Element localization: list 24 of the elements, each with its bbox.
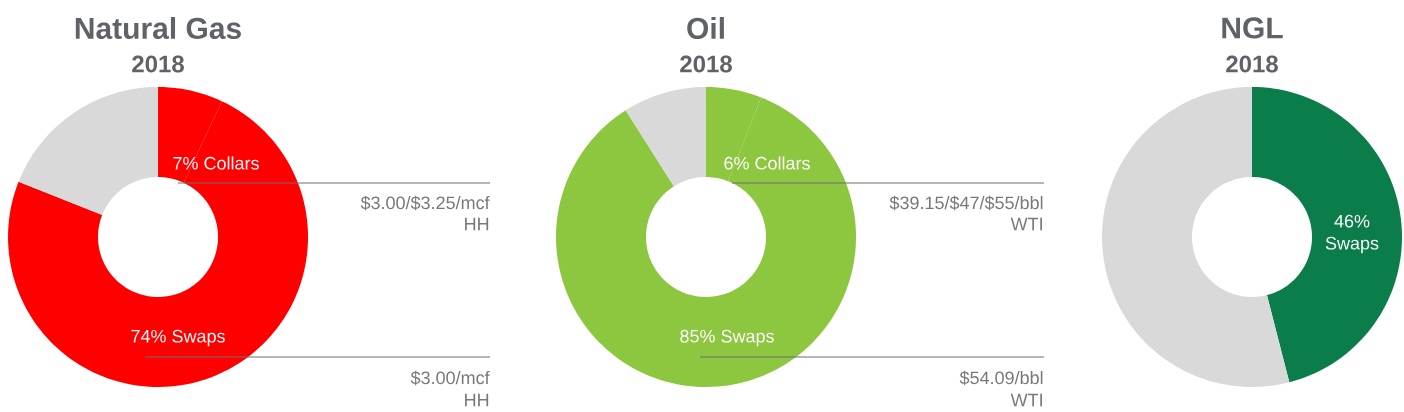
data-label: 85% [680, 329, 715, 343]
text: WTI [1010, 217, 1042, 231]
text: $3.00/$3.25/mcf [360, 195, 490, 211]
chart-subtitle: 2018 [132, 55, 184, 73]
slice-label: Swaps [1325, 236, 1379, 254]
chart-title: Natural Gas [75, 16, 241, 39]
text: HH [465, 393, 489, 407]
slice-label: Swaps [172, 329, 225, 347]
text: $3.00/mcf [410, 370, 490, 386]
data-label: 46% [1334, 214, 1370, 228]
text: $39.15/$47/$55/bbl [889, 195, 1043, 211]
slice-label: Collars [204, 156, 259, 170]
text: $54.09/bbl [959, 370, 1043, 386]
data-label: 74% [131, 329, 166, 343]
data-label: 6% [724, 156, 749, 170]
text: HH [465, 217, 489, 231]
text: WTI [1010, 393, 1042, 407]
chart-subtitle: 2018 [680, 55, 732, 73]
chart-subtitle: 2018 [1226, 55, 1278, 73]
slice-label: Swaps [721, 329, 774, 347]
data-label: 7% [173, 156, 198, 170]
chart-title: NGL [1222, 17, 1283, 39]
chart-title: Oil [687, 16, 724, 39]
slice-label: Collars [755, 156, 810, 170]
